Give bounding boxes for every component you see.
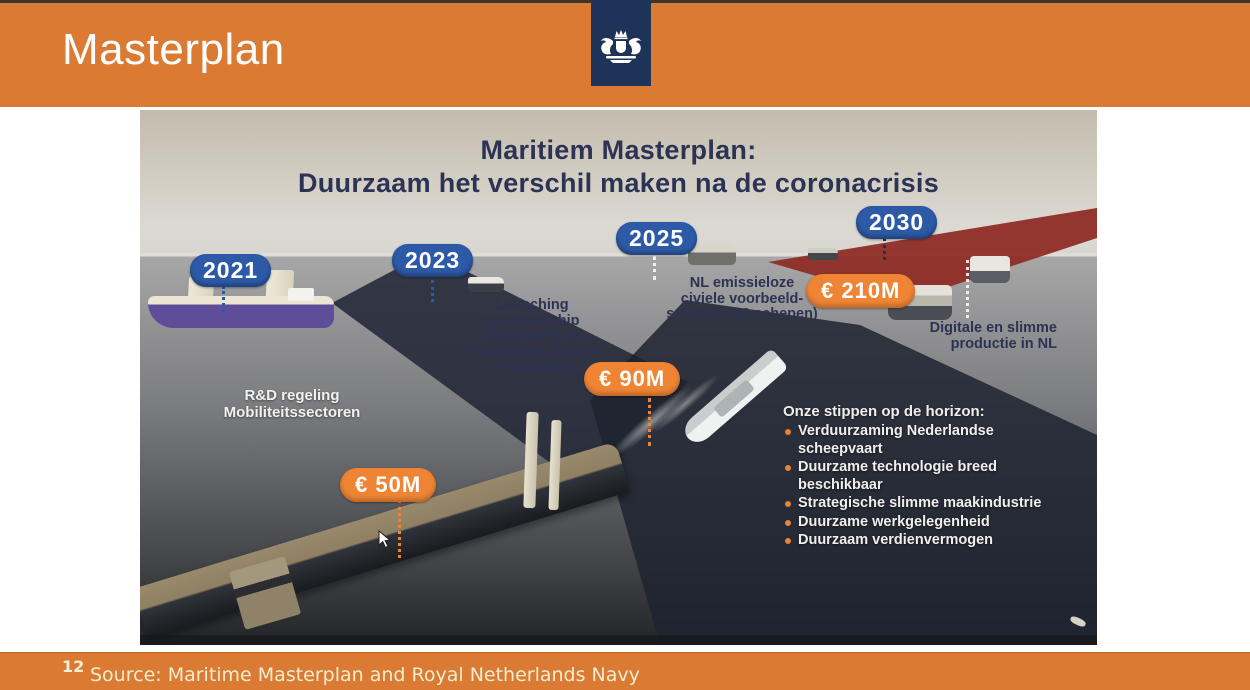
amount-badge-50m: € 50M: [340, 468, 437, 502]
dotted-connector-90m: [648, 398, 651, 446]
list-item: Strategische slimme maakindustrie: [783, 495, 1061, 513]
small-ship-2030: [808, 248, 838, 260]
bullet-text: Verduurzaming Nederlandse scheepvaart: [798, 423, 994, 457]
infographic-title: Maritiem Masterplan: Duurzaam het versch…: [140, 134, 1097, 200]
label-line: (20 schepen): [487, 359, 577, 375]
bullet-text: Duurzame werkgelegenheid: [798, 513, 990, 530]
label-line: customership: [484, 312, 580, 329]
label-digitale-productie: Digitale en slimme productie in NL: [892, 320, 1057, 352]
label-line: Launching: [495, 297, 569, 313]
bullet-dot-icon: [785, 465, 791, 471]
bullet-text: Duurzame technologie breed beschikbaar: [798, 459, 998, 493]
dotted-connector-digitale: [966, 260, 969, 318]
label-line: Digitale en slimme: [929, 320, 1057, 336]
horizon-goals-block: Onze stippen op de horizon: Verduurzamin…: [783, 403, 1061, 550]
label-line: R&D regeling: [244, 387, 340, 404]
horizon-line: [140, 253, 1097, 257]
bullet-text: Duurzaam verdienvermogen: [798, 532, 994, 548]
small-ship-2025: [688, 244, 736, 265]
bullet-dot-icon: [785, 519, 791, 526]
page-number: 12: [62, 657, 85, 676]
bullet-dot-icon: [785, 538, 791, 544]
government-logo-ribbon: [591, 0, 651, 86]
label-line: Mobiliteitssectoren: [223, 403, 361, 421]
horizon-heading: Onze stippen op de horizon:: [783, 403, 985, 420]
maritime-masterplan-infographic: Maritiem Masterplan: Duurzaam het versch…: [140, 110, 1097, 645]
slide-footer-bar: 12 Source: Maritime Masterplan and Royal…: [0, 652, 1250, 690]
dotted-connector-2025: [653, 256, 656, 280]
label-line: civiele voorbeeld-: [680, 290, 804, 307]
bullet-dot-icon: [785, 429, 791, 435]
purple-cargo-ship-2021: [148, 296, 334, 328]
list-item: Verduurzaming Nederlandse scheepvaart: [783, 423, 1061, 458]
dotted-connector-50m: [398, 500, 401, 558]
small-ship-2023: [468, 277, 504, 292]
year-badge-2030: 2030: [856, 206, 938, 239]
list-item: Duurzaam verdienvermogen: [783, 532, 1061, 550]
image-bottom-shadow: [140, 635, 1097, 645]
slide-title: Masterplan: [62, 25, 285, 74]
mouse-cursor-icon: [378, 529, 392, 554]
source-text: Source: Maritime Masterplan and Royal Ne…: [90, 664, 640, 686]
list-item: Duurzame technologie breed beschikbaar: [783, 459, 1061, 494]
label-launching-customership: Launching customership Rijksrederij en K…: [442, 297, 622, 376]
year-badge-2023: 2023: [392, 244, 474, 277]
ferry-ship: [970, 256, 1010, 283]
bullet-text: Strategische slimme maakindustrie: [798, 495, 1042, 511]
bullet-dot-icon: [785, 501, 791, 507]
list-item: Duurzame werkgelegenheid: [783, 514, 1061, 532]
infographic-title-line1: Maritiem Masterplan:: [480, 135, 757, 165]
dotted-connector-2023: [431, 280, 434, 302]
label-line: productie in NL: [950, 335, 1057, 352]
year-badge-2021: 2021: [190, 254, 272, 287]
infographic-title-line2: Duurzaam het verschil maken na de corona…: [297, 168, 940, 198]
cargo-ship-deckhouse: [288, 288, 314, 301]
year-badge-2025: 2025: [616, 222, 698, 255]
dotted-connector-2030: [883, 238, 886, 260]
royal-coat-of-arms-icon: [601, 30, 641, 63]
label-nl-emissieloze: NL emissieloze civiele voorbeeld- schepe…: [652, 275, 832, 323]
label-line: schepen (30 schepen): [666, 306, 818, 322]
label-rd-regeling: R&D regeling Mobiliteitssectoren: [202, 387, 382, 421]
label-line: NL emissieloze: [689, 275, 795, 291]
horizon-bullet-list: Verduurzaming Nederlandse scheepvaart Du…: [783, 423, 1061, 550]
label-line: Rijksrederij en: [482, 328, 582, 344]
dotted-connector-2021: [222, 286, 225, 312]
amount-badge-210m: € 210M: [806, 274, 916, 308]
amount-badge-90m: € 90M: [584, 362, 681, 396]
label-line: Koninklijke Marine: [467, 343, 597, 360]
